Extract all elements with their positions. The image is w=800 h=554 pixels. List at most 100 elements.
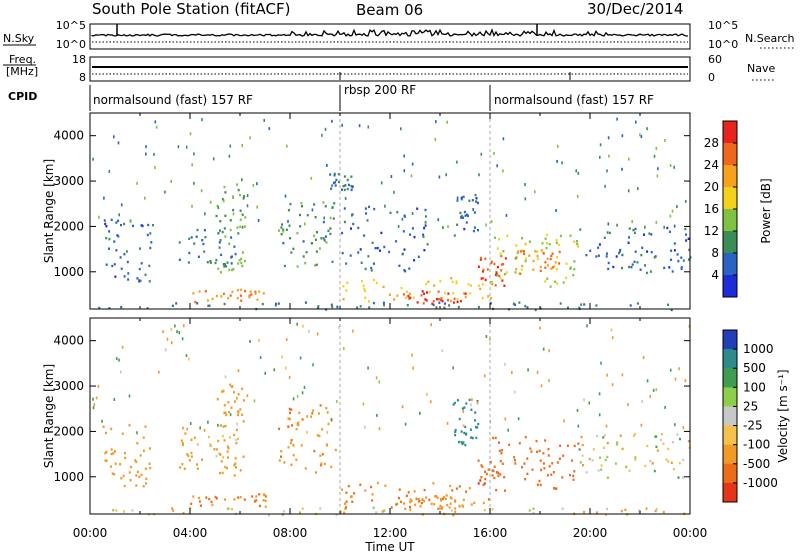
data-cell [147, 223, 150, 227]
data-cell [497, 474, 500, 478]
data-cell [472, 229, 475, 233]
data-cell [190, 502, 193, 505]
data-cell [598, 392, 601, 396]
data-cell [243, 195, 246, 198]
data-cell [501, 279, 504, 282]
data-cell [221, 230, 224, 234]
data-cell [226, 261, 229, 264]
data-cell [131, 509, 134, 512]
data-cell [237, 413, 239, 417]
data-cell [120, 305, 123, 309]
data-cell [343, 220, 346, 224]
data-cell [310, 176, 313, 180]
data-cell [484, 470, 486, 473]
data-cell [671, 209, 674, 213]
data-cell [243, 225, 246, 228]
data-cell [345, 491, 348, 494]
data-cell [262, 292, 265, 295]
data-cell [540, 249, 543, 252]
data-cell [189, 132, 192, 136]
data-cell [238, 259, 241, 262]
data-cell [246, 194, 249, 198]
data-cell [474, 419, 477, 422]
data-cell [655, 445, 658, 449]
data-cell [526, 306, 529, 309]
data-cell [459, 299, 462, 303]
data-cell [477, 265, 480, 268]
data-cell [139, 279, 142, 282]
data-cell [523, 252, 526, 256]
data-cell [323, 462, 326, 466]
data-cell [217, 267, 220, 270]
data-cell [602, 446, 605, 449]
data-cell [490, 261, 493, 265]
data-cell [550, 254, 553, 258]
data-cell [130, 465, 132, 469]
data-cell [213, 448, 216, 451]
data-cell [487, 498, 490, 501]
data-cell [253, 500, 256, 503]
data-cell [351, 213, 353, 217]
data-cell [236, 296, 239, 300]
data-cell [222, 389, 225, 393]
data-cell [425, 282, 428, 286]
data-cell [640, 253, 643, 257]
data-cell [214, 261, 217, 265]
data-cell [220, 295, 223, 298]
data-cell [171, 304, 174, 307]
data-cell [424, 298, 427, 301]
y-tick-label: 1000 [53, 470, 84, 484]
data-cell [198, 496, 200, 500]
data-cell [286, 144, 288, 148]
data-cell [460, 214, 463, 218]
data-cell [206, 261, 209, 264]
data-cell [244, 216, 247, 219]
y-tick-label: 1000 [53, 265, 84, 279]
data-cell [378, 427, 381, 431]
data-cell [462, 441, 465, 444]
data-cell [453, 401, 456, 405]
data-cell [352, 329, 354, 333]
data-cell [597, 254, 600, 257]
data-cell [478, 173, 480, 177]
data-cell [639, 268, 642, 271]
data-cell [101, 419, 103, 423]
data-cell [524, 257, 527, 260]
data-cell [164, 190, 166, 194]
data-cell [216, 398, 219, 401]
data-cell [123, 484, 126, 488]
data-cell [469, 428, 472, 431]
data-cell [440, 507, 443, 510]
data-cell [455, 281, 458, 285]
data-cell [627, 189, 630, 193]
data-cell [203, 229, 206, 232]
data-cell [665, 458, 668, 461]
data-cell [637, 187, 639, 191]
data-cell [140, 473, 143, 477]
data-cell [482, 501, 485, 505]
data-cell [470, 503, 473, 506]
data-cell [413, 259, 416, 262]
data-cell [396, 294, 399, 297]
data-cell [230, 406, 233, 409]
data-cell [498, 441, 500, 444]
velocity-colorbar-segment [723, 425, 737, 446]
data-cell [226, 450, 229, 453]
data-cell [614, 462, 617, 465]
data-cell [572, 274, 575, 277]
data-cell [221, 390, 223, 393]
data-cell [548, 379, 550, 383]
data-cell [532, 268, 535, 271]
data-cell [388, 250, 391, 254]
n-search-tick-top: 10^5 [708, 19, 738, 32]
data-cell [281, 355, 283, 359]
data-cell [546, 242, 548, 245]
data-cell [223, 185, 226, 189]
data-cell [685, 239, 688, 242]
data-cell [324, 127, 327, 131]
data-cell [631, 220, 633, 224]
data-cell [476, 426, 479, 429]
data-cell [233, 391, 235, 394]
data-cell [456, 223, 459, 226]
data-cell [425, 496, 428, 499]
